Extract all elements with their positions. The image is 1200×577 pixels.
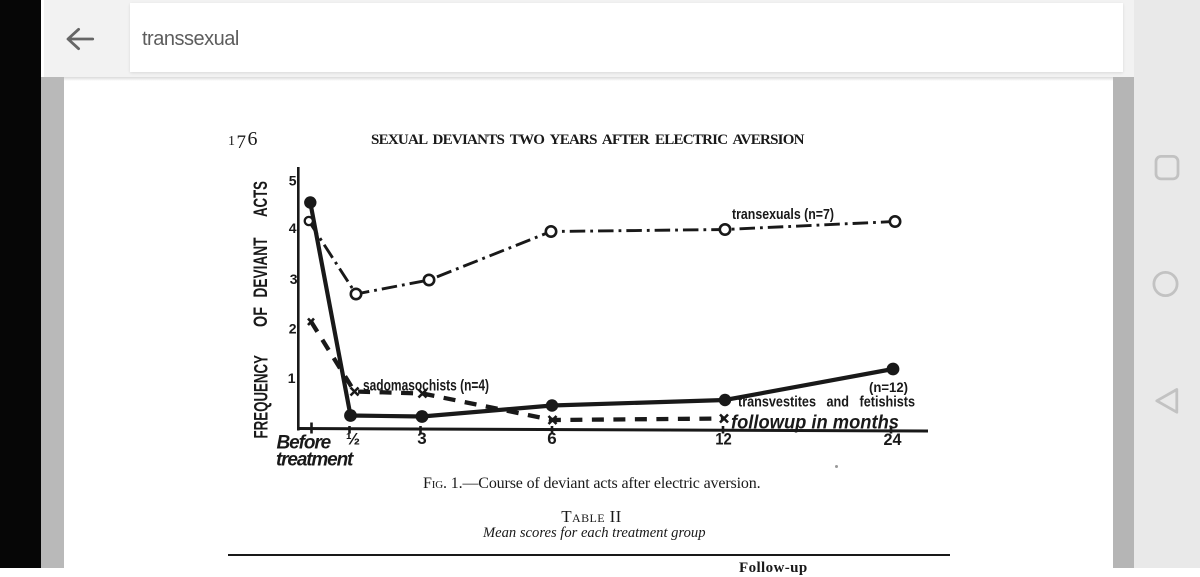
svg-text:3: 3 bbox=[290, 271, 298, 287]
svg-text:DEVIANT: DEVIANT bbox=[250, 237, 272, 297]
svg-text:2: 2 bbox=[289, 321, 297, 337]
svg-text:transexuals (n=7): transexuals (n=7) bbox=[732, 206, 834, 223]
svg-text:OF: OF bbox=[250, 307, 272, 327]
svg-text:followup in months: followup in months bbox=[731, 412, 899, 434]
svg-text:12: 12 bbox=[715, 430, 732, 449]
svg-text:3: 3 bbox=[417, 429, 426, 448]
svg-text:½: ½ bbox=[346, 430, 360, 449]
svg-text:4: 4 bbox=[289, 220, 297, 236]
svg-text:5: 5 bbox=[289, 173, 297, 189]
svg-text:sadomasochists (n=4): sadomasochists (n=4) bbox=[363, 378, 489, 395]
svg-text:FREQUENCY: FREQUENCY bbox=[251, 355, 273, 439]
svg-text:Before: Before bbox=[277, 433, 332, 454]
svg-text:1: 1 bbox=[288, 370, 296, 386]
svg-text:treatment: treatment bbox=[276, 450, 354, 471]
svg-text:transvestites and fetishis: transvestites and fetishists bbox=[738, 394, 915, 411]
svg-text:(n=12): (n=12) bbox=[869, 379, 908, 395]
svg-text:ACTS: ACTS bbox=[250, 181, 272, 217]
svg-text:6: 6 bbox=[547, 429, 556, 448]
svg-text:24: 24 bbox=[884, 430, 903, 449]
